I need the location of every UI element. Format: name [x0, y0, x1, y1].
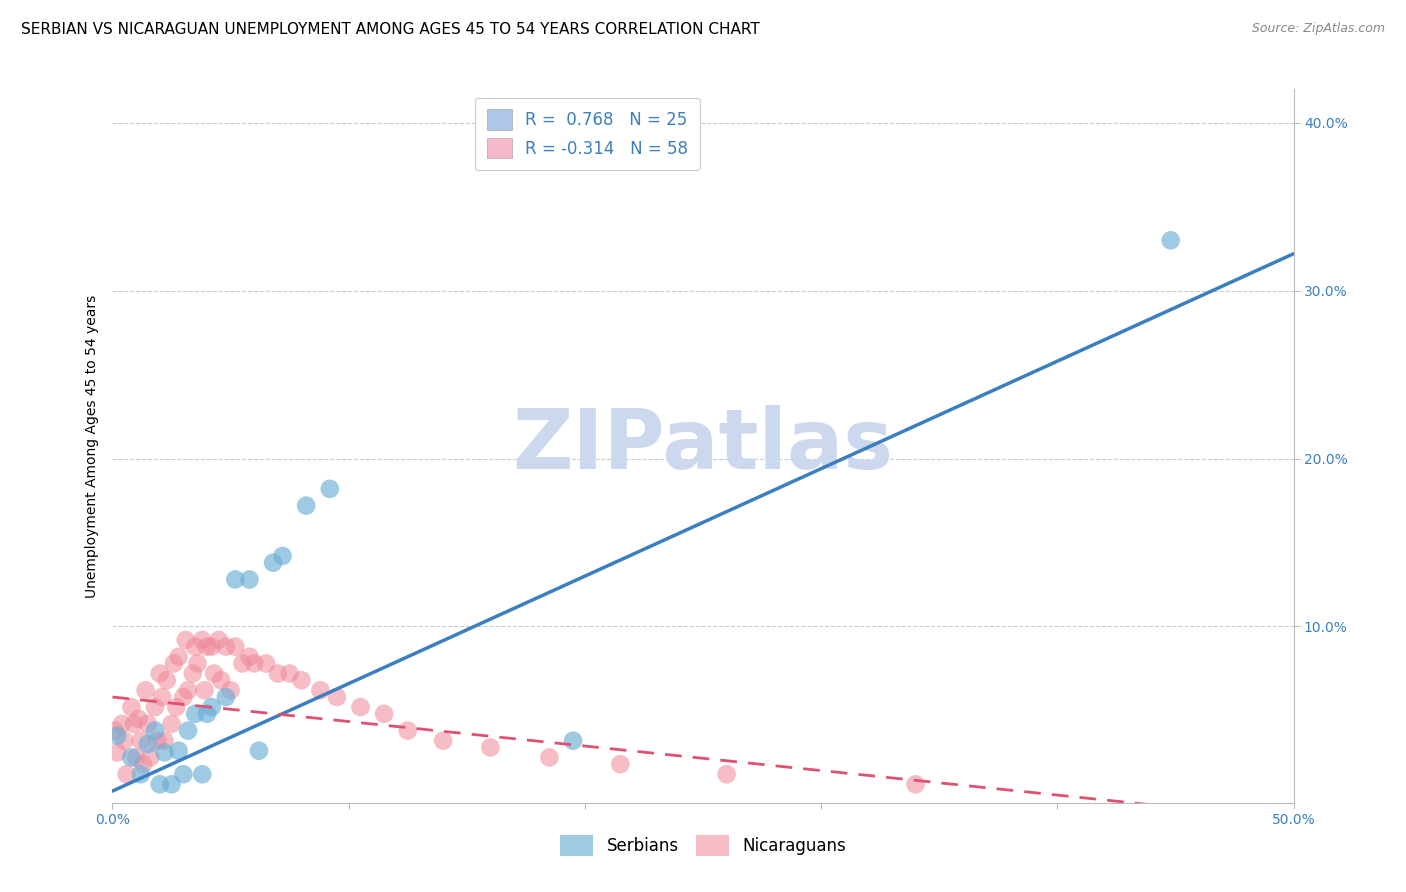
Point	[219, 683, 242, 698]
Text: ZIPatlas: ZIPatlas	[513, 406, 893, 486]
Point	[105, 729, 128, 743]
Point	[160, 717, 183, 731]
Point	[209, 673, 232, 688]
Point	[194, 683, 217, 698]
Point	[172, 767, 194, 781]
Point	[149, 666, 172, 681]
Point	[215, 640, 238, 654]
Point	[538, 750, 561, 764]
Y-axis label: Unemployment Among Ages 45 to 54 years: Unemployment Among Ages 45 to 54 years	[84, 294, 98, 598]
Text: Source: ZipAtlas.com: Source: ZipAtlas.com	[1251, 22, 1385, 36]
Point	[115, 767, 138, 781]
Point	[112, 733, 135, 747]
Point	[127, 712, 149, 726]
Point	[165, 700, 187, 714]
Point	[326, 690, 349, 704]
Point	[153, 746, 176, 760]
Point	[122, 717, 145, 731]
Point	[254, 657, 277, 671]
Point	[224, 573, 246, 587]
Point	[156, 673, 179, 688]
Point	[163, 657, 186, 671]
Point	[186, 657, 208, 671]
Point	[105, 746, 128, 760]
Text: SERBIAN VS NICARAGUAN UNEMPLOYMENT AMONG AGES 45 TO 54 YEARS CORRELATION CHART: SERBIAN VS NICARAGUAN UNEMPLOYMENT AMONG…	[21, 22, 759, 37]
Point	[160, 777, 183, 791]
Point	[172, 690, 194, 704]
Point	[111, 717, 134, 731]
Point	[349, 700, 371, 714]
Point	[479, 740, 502, 755]
Point	[143, 723, 166, 738]
Point	[271, 549, 294, 563]
Point	[153, 733, 176, 747]
Point	[215, 690, 238, 704]
Point	[167, 744, 190, 758]
Point	[135, 683, 157, 698]
Point	[231, 657, 253, 671]
Point	[262, 556, 284, 570]
Point	[129, 733, 152, 747]
Point	[167, 649, 190, 664]
Point	[146, 733, 169, 747]
Point	[201, 640, 224, 654]
Point	[243, 657, 266, 671]
Point	[120, 750, 142, 764]
Point	[309, 683, 332, 698]
Point	[238, 573, 260, 587]
Point	[136, 717, 159, 731]
Point	[181, 666, 204, 681]
Point	[191, 632, 214, 647]
Point	[120, 700, 142, 714]
Point	[191, 767, 214, 781]
Point	[136, 737, 159, 751]
Point	[149, 777, 172, 791]
Point	[150, 690, 173, 704]
Point	[129, 767, 152, 781]
Point	[319, 482, 342, 496]
Point	[104, 723, 127, 738]
Point	[562, 733, 585, 747]
Point	[139, 750, 162, 764]
Legend: Serbians, Nicaraguans: Serbians, Nicaraguans	[550, 825, 856, 866]
Point	[174, 632, 197, 647]
Point	[1160, 233, 1182, 247]
Point	[290, 673, 312, 688]
Point	[177, 683, 200, 698]
Point	[238, 649, 260, 664]
Point	[432, 733, 454, 747]
Point	[904, 777, 927, 791]
Point	[278, 666, 301, 681]
Point	[609, 757, 631, 772]
Point	[267, 666, 290, 681]
Point	[716, 767, 738, 781]
Point	[184, 640, 207, 654]
Point	[195, 640, 218, 654]
Point	[184, 706, 207, 721]
Point	[396, 723, 419, 738]
Point	[195, 706, 218, 721]
Point	[373, 706, 395, 721]
Point	[295, 499, 318, 513]
Point	[247, 744, 270, 758]
Point	[202, 666, 225, 681]
Point	[201, 700, 224, 714]
Point	[132, 757, 155, 772]
Point	[125, 750, 148, 764]
Point	[143, 700, 166, 714]
Point	[208, 632, 231, 647]
Point	[177, 723, 200, 738]
Point	[224, 640, 246, 654]
